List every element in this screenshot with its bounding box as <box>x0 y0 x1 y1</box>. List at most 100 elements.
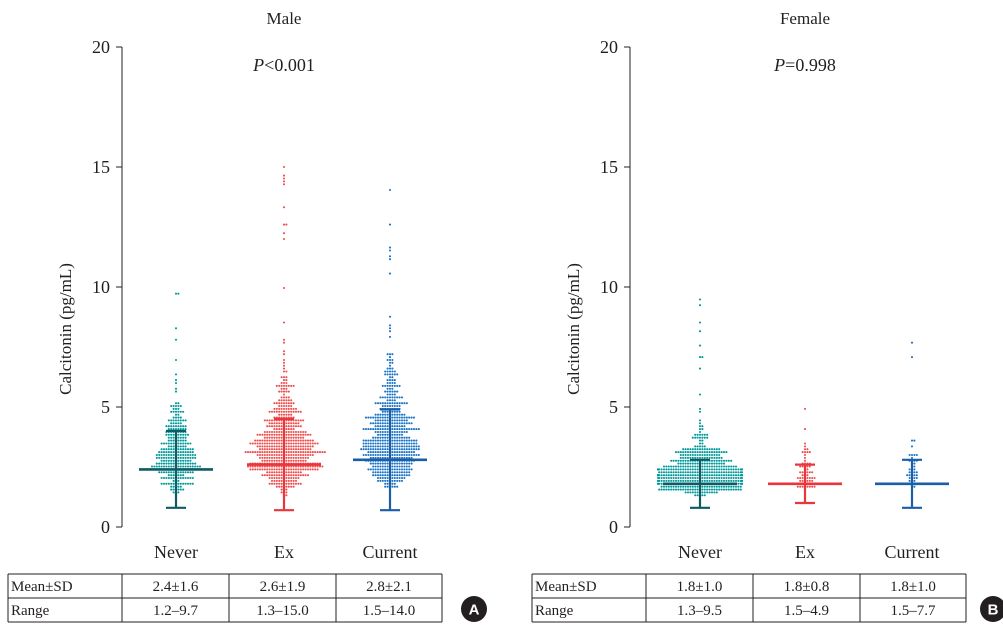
data-point <box>172 442 175 445</box>
data-point <box>396 448 399 451</box>
data-point <box>309 453 312 457</box>
data-point <box>400 448 404 451</box>
data-point <box>689 471 692 474</box>
data-point <box>803 407 807 410</box>
data-point <box>316 442 319 445</box>
data-point <box>268 471 271 474</box>
data-point <box>391 462 394 465</box>
data-point <box>388 255 392 258</box>
data-point <box>408 442 411 445</box>
data-point <box>665 468 668 471</box>
data-point <box>698 422 702 425</box>
data-point <box>698 407 702 410</box>
data-point <box>393 479 396 482</box>
data-point <box>737 485 740 488</box>
data-point <box>806 468 809 471</box>
data-point <box>304 465 307 468</box>
x-category-label: Never <box>154 542 198 562</box>
data-point <box>667 471 670 474</box>
data-point <box>280 436 283 439</box>
data-point <box>400 419 404 422</box>
data-point <box>384 370 387 373</box>
data-point <box>381 468 384 471</box>
data-point <box>186 476 190 480</box>
data-point <box>393 419 396 422</box>
data-point <box>740 479 744 482</box>
data-point <box>698 442 702 445</box>
data-point <box>275 453 278 457</box>
data-point <box>388 396 392 399</box>
data-point <box>167 465 170 468</box>
data-point <box>381 471 384 474</box>
data-point <box>290 430 293 434</box>
data-point <box>677 485 680 488</box>
data-point <box>182 474 185 477</box>
data-point <box>739 485 742 488</box>
data-point <box>155 453 158 457</box>
data-point <box>170 410 173 413</box>
data-point <box>694 479 697 482</box>
data-point <box>386 479 389 482</box>
data-point <box>287 428 290 431</box>
data-point <box>280 410 283 413</box>
data-point <box>270 465 274 468</box>
data-point <box>280 474 283 477</box>
data-point <box>302 419 305 422</box>
data-point <box>662 465 666 468</box>
data-point <box>302 436 305 439</box>
data-point <box>186 482 190 485</box>
data-point <box>734 468 738 471</box>
data-point <box>686 459 690 462</box>
data-point <box>170 442 173 445</box>
data-point <box>410 416 413 419</box>
data-point <box>263 439 266 442</box>
data-point <box>725 474 728 477</box>
data-point <box>280 476 283 480</box>
data-point <box>285 370 288 373</box>
data-point <box>384 396 387 399</box>
data-point <box>670 459 673 462</box>
data-point <box>727 465 730 468</box>
data-point <box>177 451 180 454</box>
table-cell: 2.4±1.6 <box>153 579 199 595</box>
data-point <box>708 488 711 491</box>
data-point <box>376 439 380 442</box>
data-point <box>294 442 298 445</box>
data-point <box>694 453 697 457</box>
data-point <box>706 485 709 488</box>
data-point <box>398 428 401 431</box>
data-point <box>184 476 187 480</box>
data-point <box>386 410 389 413</box>
data-point <box>261 468 264 471</box>
data-point <box>415 442 418 445</box>
data-point <box>662 485 666 488</box>
data-point <box>270 453 274 457</box>
data-point <box>263 453 266 457</box>
data-point <box>290 436 293 439</box>
data-point <box>701 465 704 468</box>
data-point <box>162 482 166 485</box>
data-point <box>403 476 406 480</box>
data-point <box>677 471 680 474</box>
data-point <box>682 465 685 468</box>
data-point <box>386 456 389 459</box>
data-point <box>177 416 180 419</box>
data-point <box>698 453 702 457</box>
data-point <box>290 448 293 451</box>
data-point <box>677 465 680 468</box>
data-point <box>302 448 305 451</box>
data-point <box>660 485 663 488</box>
mean-sd-bar-current <box>353 408 427 512</box>
data-point <box>710 451 714 454</box>
data-point <box>165 442 168 445</box>
data-point <box>706 453 709 457</box>
data-point <box>396 384 399 387</box>
data-point <box>408 468 411 471</box>
data-point <box>713 479 716 482</box>
data-point <box>396 471 399 474</box>
data-point <box>686 448 690 451</box>
data-point <box>299 430 302 434</box>
data-point <box>660 468 663 471</box>
data-point <box>294 471 298 474</box>
data-point <box>379 462 382 465</box>
